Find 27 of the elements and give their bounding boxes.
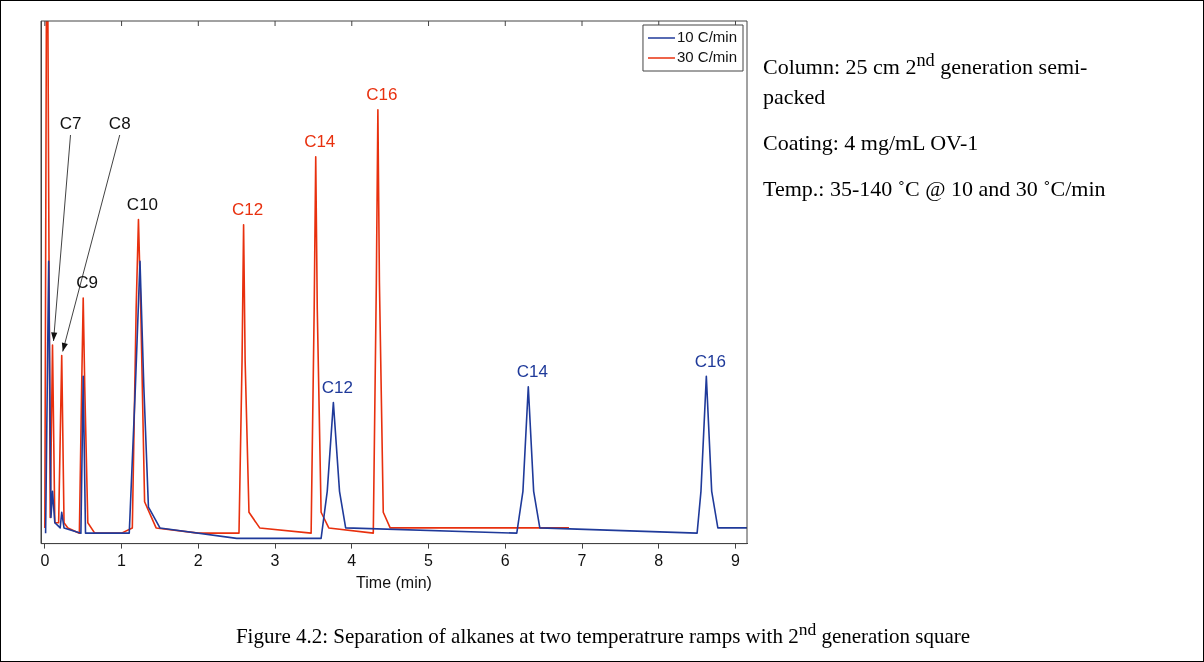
annotation: C16 (366, 85, 398, 105)
x-tick-label: 3 (270, 551, 280, 569)
x-tick-label: 8 (654, 551, 664, 569)
x-tick-label: 0 (40, 551, 50, 569)
annotation: C16 (694, 351, 726, 371)
legend-label: 30 C/min (676, 48, 738, 66)
text: Coating: 4 mg/mL OV-1 (763, 129, 980, 158)
x-axis-title: Time (min) (356, 573, 432, 591)
x-tick-label: 2 (193, 551, 203, 569)
x-tick-label: 4 (347, 551, 357, 569)
annotation: C12 (321, 377, 353, 397)
annotation: C12 (232, 200, 264, 219)
annotation: C14 (304, 132, 336, 152)
x-tick-label: 1 (117, 551, 127, 569)
annotation: C7 (59, 114, 82, 134)
x-tick-label: 7 (577, 551, 587, 569)
legend-label: 10 C/min (676, 28, 738, 46)
text: Column: 25 cm 2$^{nd}$ generation semi-packed (763, 50, 1088, 110)
caption: Figure 4.2: Separation of alkanes at two temperatrure ramps with 2$^{nd}$ generation square (234, 619, 972, 649)
annotation: C14 (516, 362, 548, 382)
x-tick-label: 9 (731, 551, 741, 569)
annotation: C10 (126, 194, 159, 214)
x-tick-label: 6 (500, 551, 510, 569)
annotation: C9 (76, 273, 99, 293)
x-tick-label: 5 (424, 551, 434, 569)
annotation: C8 (108, 114, 131, 134)
text: Temp.: 35-140 ˚C @ 10 and 30 ˚C/min (763, 175, 1107, 204)
